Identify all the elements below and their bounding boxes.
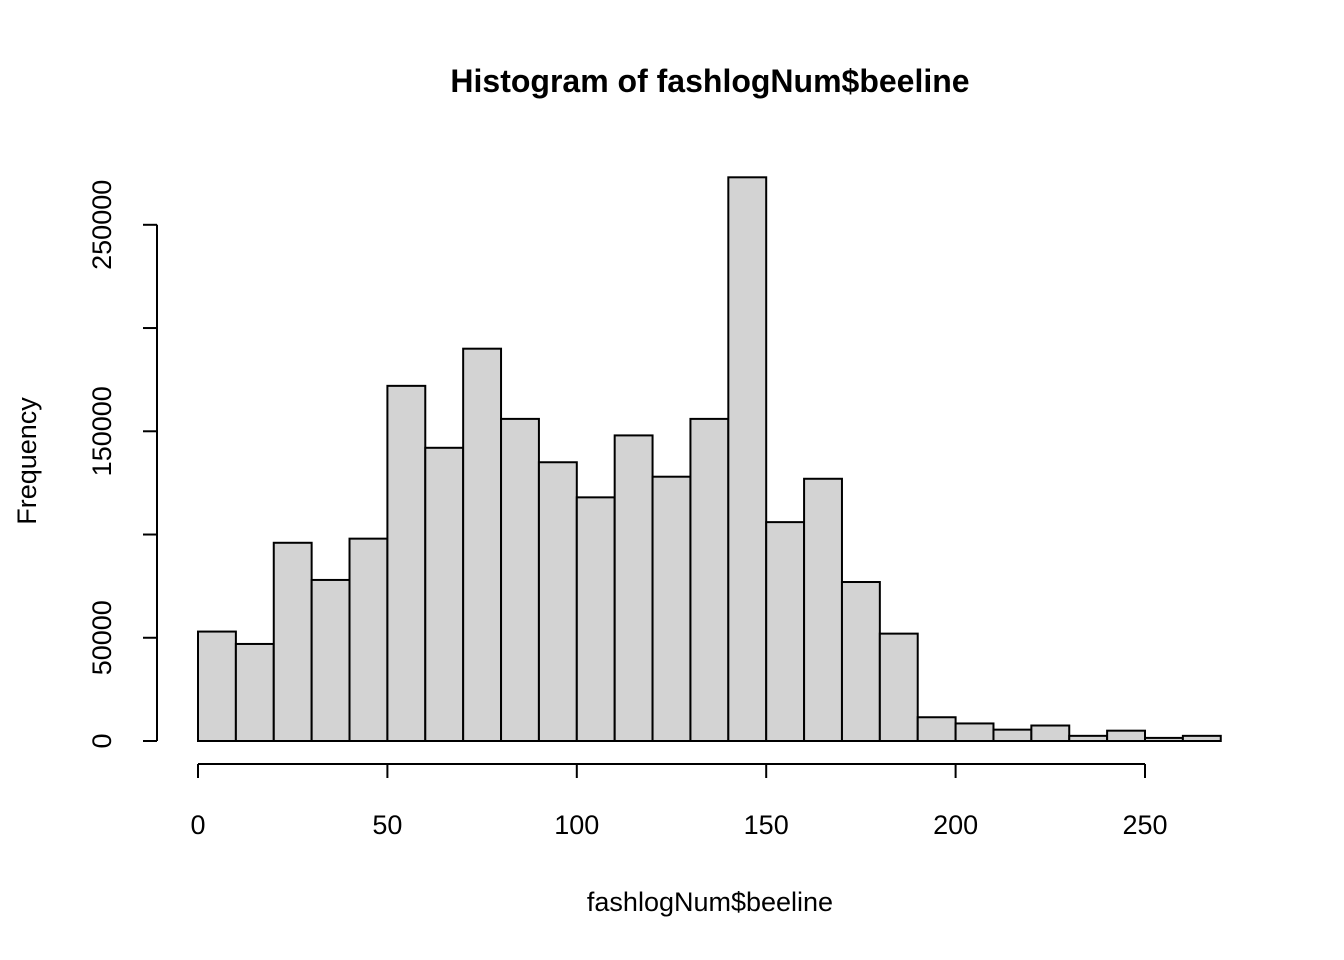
histogram-bar-16 (803, 477, 843, 742)
histogram-bar-9 (537, 461, 578, 742)
x-tick-label-3: 150 (744, 810, 789, 840)
x-axis-label: fashlogNum$beeline (587, 887, 833, 917)
histogram-bar-5 (386, 384, 427, 742)
y-tick-label-3: 150000 (87, 386, 117, 476)
histogram-bar-24 (1106, 729, 1146, 743)
histogram-bar-18 (878, 632, 919, 742)
x-tick-label-1: 50 (372, 810, 402, 840)
bars-group (197, 176, 1222, 743)
y-tick-label-5: 250000 (87, 180, 117, 270)
histogram-bar-1 (234, 642, 275, 743)
y-axis-label: Frequency (12, 397, 42, 525)
histogram-bar-23 (1068, 734, 1109, 743)
y-axis: 0 50000 150000 250000 (87, 180, 158, 749)
histogram-bar-12 (651, 475, 692, 742)
histogram-bar-15 (765, 521, 806, 743)
histogram-bar-14 (727, 176, 768, 743)
histogram-bar-0 (197, 630, 237, 743)
histogram-bar-2 (272, 541, 313, 742)
x-tick-label-0: 0 (190, 810, 205, 840)
histogram-bar-26 (1181, 734, 1222, 743)
histogram-bar-4 (348, 537, 389, 742)
histogram-bar-8 (500, 417, 540, 742)
histogram-bar-20 (954, 722, 995, 743)
histogram-bar-22 (1030, 724, 1071, 742)
histogram-bar-17 (840, 581, 881, 742)
histogram-bar-7 (462, 347, 503, 742)
x-tick-label-5: 250 (1122, 810, 1167, 840)
x-tick-label-4: 200 (933, 810, 978, 840)
y-tick-label-0: 0 (87, 733, 117, 748)
histogram-bar-19 (916, 716, 957, 743)
x-tick-label-2: 100 (554, 810, 599, 840)
histogram-bar-11 (613, 434, 654, 742)
x-axis: 0 50 100 150 200 250 (190, 763, 1168, 840)
histogram-bar-3 (310, 578, 351, 743)
y-tick-label-1: 50000 (87, 600, 117, 675)
chart-title: Histogram of fashlogNum$beeline (450, 63, 969, 99)
histogram-bar-10 (575, 496, 616, 742)
histogram-bar-13 (689, 417, 730, 742)
histogram-bar-6 (424, 446, 465, 742)
histogram-bar-21 (992, 728, 1033, 743)
histogram-bar-25 (1144, 736, 1184, 742)
